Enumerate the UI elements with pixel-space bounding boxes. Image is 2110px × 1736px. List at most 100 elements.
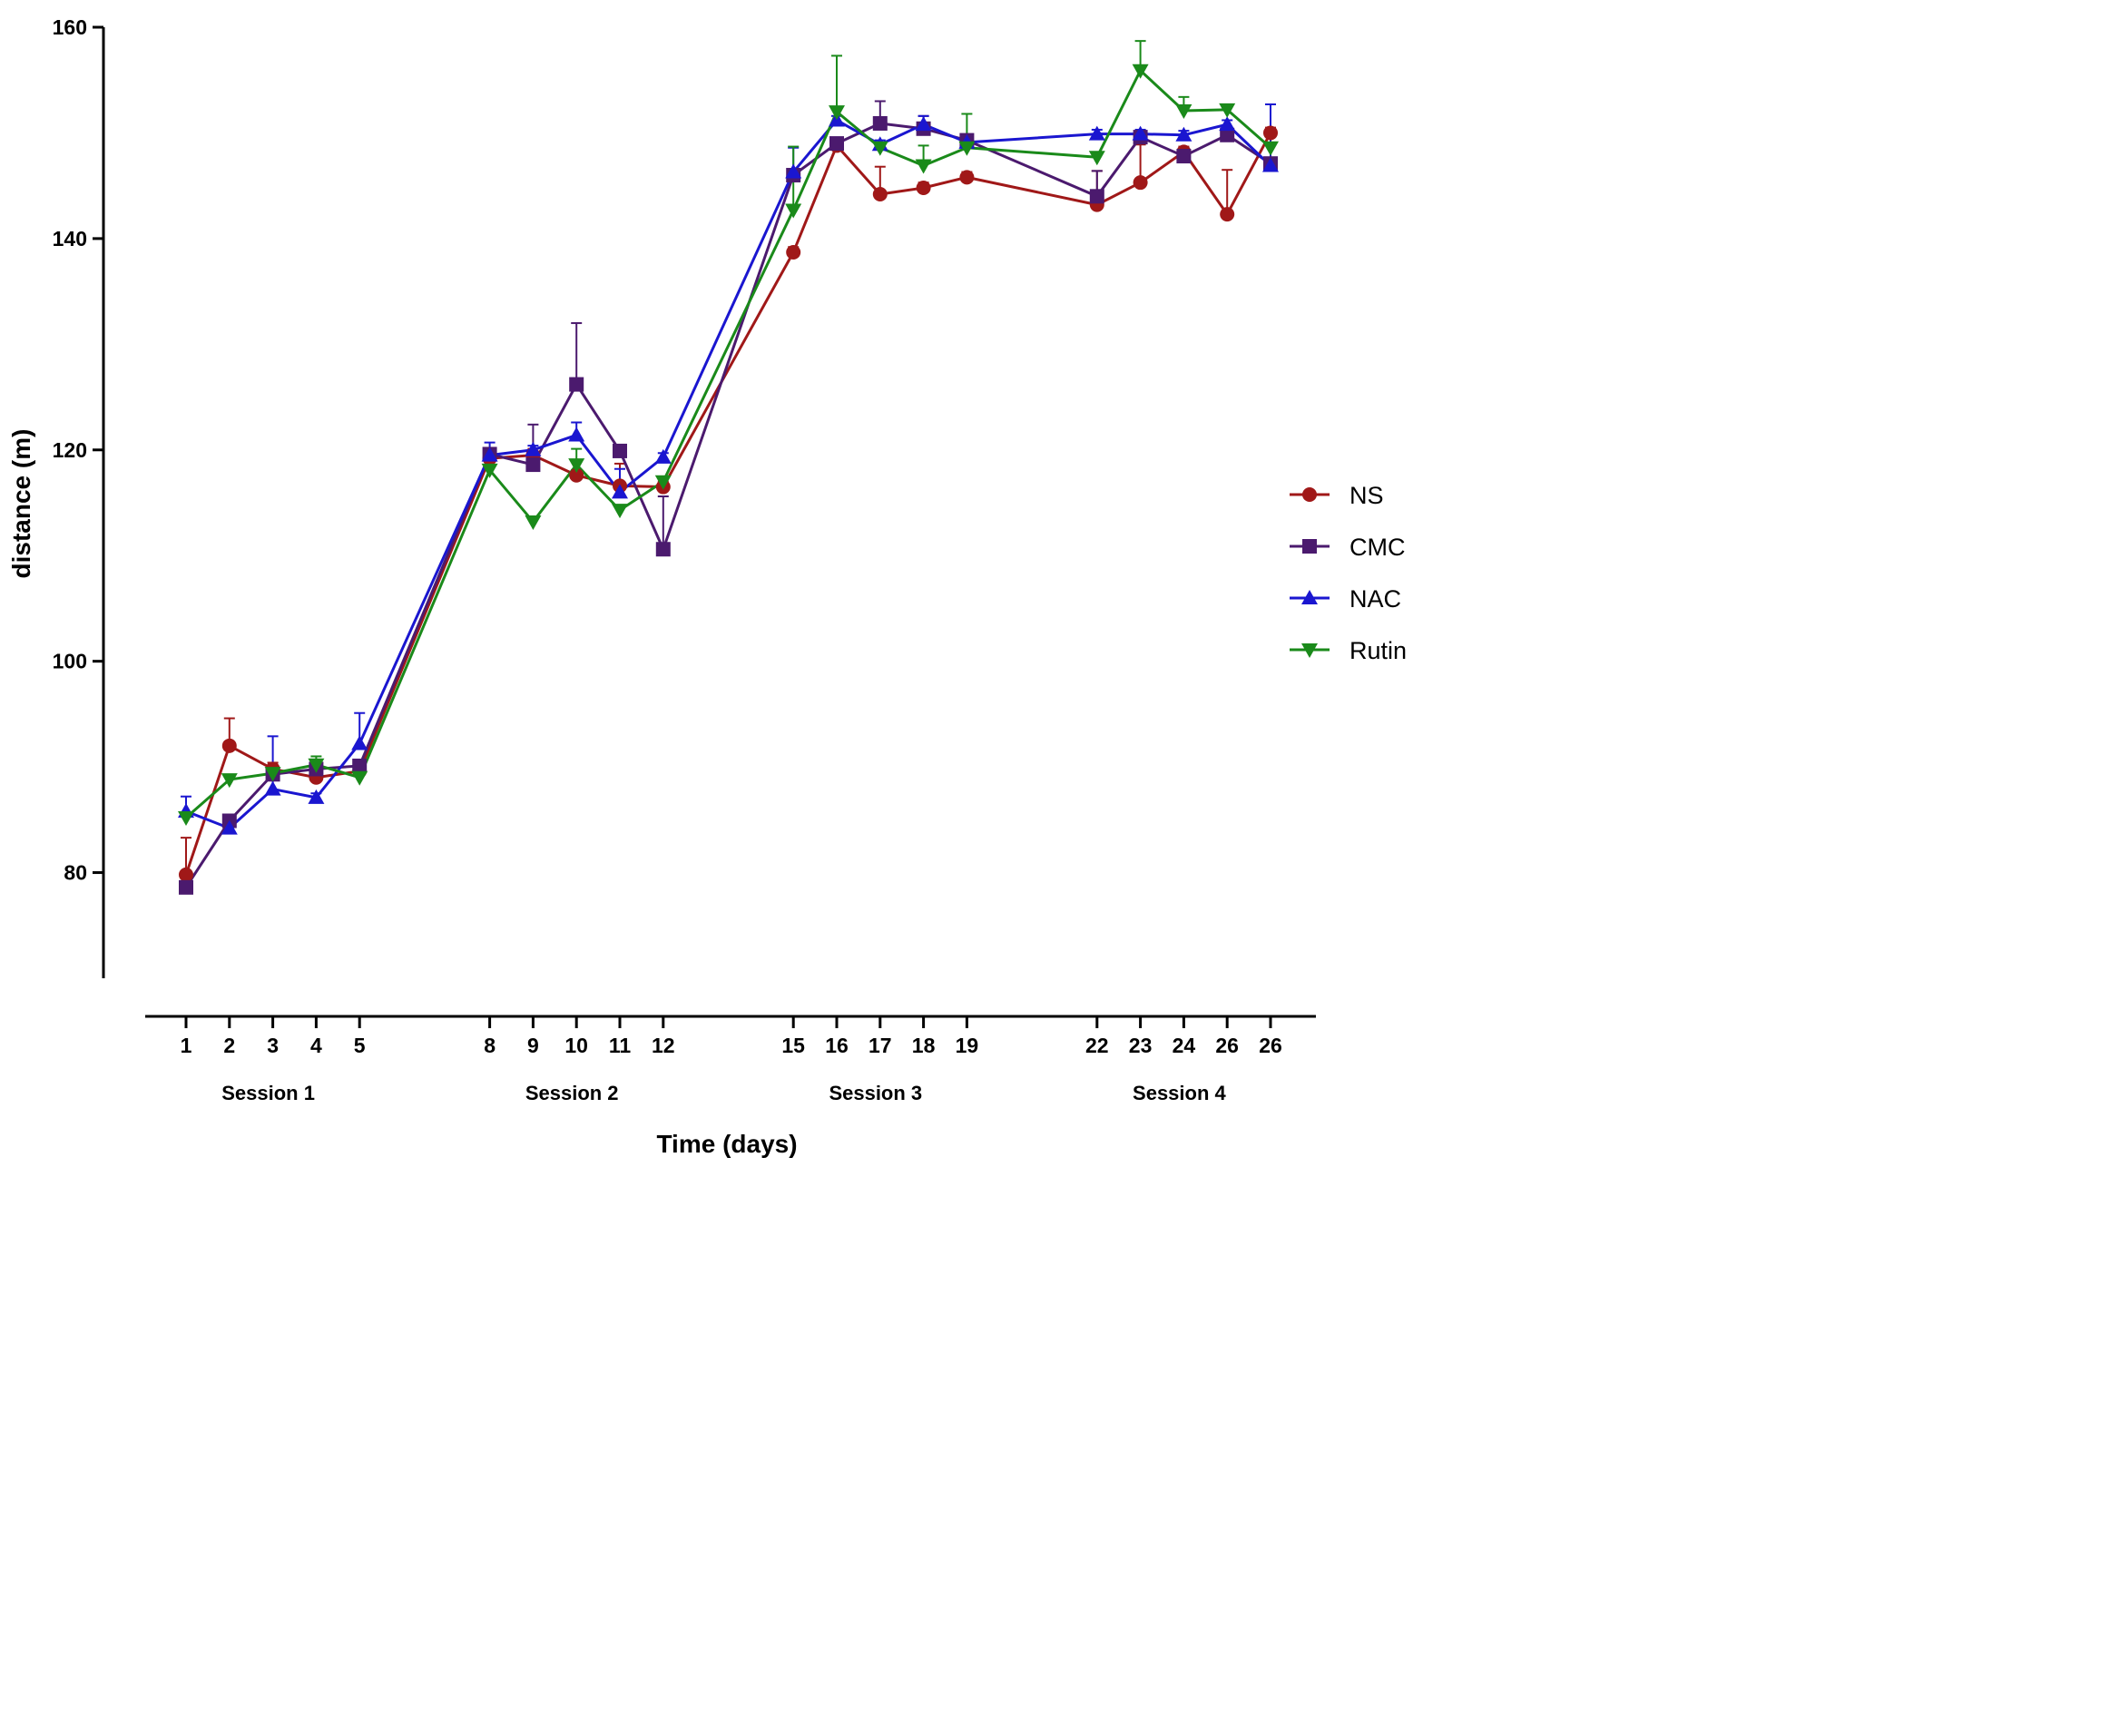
- point-nac-2: [264, 780, 281, 796]
- x-tick-label-4: 5: [354, 1034, 366, 1057]
- y-tick-label-160: 160: [53, 15, 87, 39]
- point-ns-1: [221, 738, 237, 753]
- point-nac-3: [308, 789, 325, 804]
- point-nac-16: [1132, 125, 1149, 141]
- point-nac-13: [915, 116, 932, 132]
- session-labels: Session 1 Session 2 Session 3 Session 4: [221, 1082, 1226, 1104]
- x-tick-label-11: 16: [825, 1034, 849, 1057]
- point-nac-8: [612, 484, 628, 499]
- point-rutin-16: [1132, 64, 1149, 79]
- point-nac-10: [785, 163, 802, 179]
- series-markers: [178, 64, 1279, 895]
- point-nac-7: [568, 427, 585, 442]
- point-ns-18: [1220, 207, 1235, 222]
- point-nac-1: [221, 819, 238, 835]
- point-rutin-14: [958, 141, 976, 156]
- point-cmc-18: [1220, 127, 1235, 142]
- point-rutin-6: [525, 515, 542, 530]
- legend-marker-ns: [1302, 487, 1317, 502]
- series-line-ns: [184, 132, 1272, 876]
- point-nac-6: [525, 441, 542, 456]
- legend-label-rutin: Rutin: [1349, 637, 1407, 664]
- point-nac-5: [481, 446, 498, 462]
- x-tick-label-17: 24: [1173, 1034, 1196, 1057]
- legend: NS CMC NAC Rutin: [1290, 482, 1407, 664]
- point-rutin-1: [221, 773, 238, 789]
- point-nac-19: [1262, 157, 1279, 172]
- point-ns-7: [569, 467, 584, 483]
- point-rutin-3: [308, 758, 325, 773]
- point-rutin-10: [785, 203, 802, 219]
- x-tick-label-18: 26: [1215, 1034, 1239, 1057]
- legend-marker-rutin: [1301, 643, 1318, 658]
- x-tick-label-2: 3: [267, 1034, 279, 1057]
- point-ns-10: [786, 245, 801, 260]
- x-tick-label-1: 2: [223, 1034, 235, 1057]
- series-lines: [184, 69, 1272, 888]
- x-axis-ticks: 1 2 3 4 5 8 9 10 11 12 15 16 17 18 19 22 23 24 26 26: [181, 1016, 1282, 1057]
- point-rutin-5: [481, 463, 498, 478]
- legend-label-nac: NAC: [1349, 585, 1401, 613]
- point-rutin-19: [1262, 141, 1279, 156]
- x-tick-label-15: 22: [1085, 1034, 1109, 1057]
- session-label-4: Session 4: [1133, 1082, 1226, 1104]
- point-cmc-12: [872, 115, 888, 131]
- x-tick-label-10: 15: [781, 1034, 805, 1057]
- point-rutin-4: [351, 770, 368, 786]
- y-axis-title: distance (m): [7, 429, 35, 579]
- y-tick-label-80: 80: [64, 861, 87, 885]
- legend-label-ns: NS: [1349, 482, 1384, 509]
- y-tick-label-120: 120: [53, 438, 87, 462]
- x-tick-label-5: 8: [484, 1034, 496, 1057]
- y-axis-ticks: 80 100 120 140 160: [53, 15, 103, 885]
- point-ns-16: [1133, 175, 1148, 191]
- point-cmc-11: [829, 136, 844, 152]
- x-tick-label-12: 17: [869, 1034, 892, 1057]
- session-label-1: Session 1: [221, 1082, 315, 1104]
- point-ns-14: [959, 170, 975, 185]
- point-ns-0: [179, 867, 193, 882]
- series-line-nac: [185, 118, 1272, 830]
- point-rutin-13: [915, 159, 932, 174]
- point-rutin-9: [654, 475, 672, 490]
- point-cmc-17: [1176, 149, 1192, 164]
- point-rutin-15: [1088, 151, 1105, 166]
- y-tick-label-140: 140: [53, 227, 87, 250]
- point-rutin-18: [1219, 103, 1236, 118]
- x-tick-label-6: 9: [527, 1034, 539, 1057]
- x-tick-label-3: 4: [310, 1034, 322, 1057]
- point-nac-9: [654, 448, 672, 464]
- point-ns-13: [916, 180, 931, 195]
- x-tick-label-0: 1: [181, 1034, 192, 1057]
- point-ns-12: [872, 186, 888, 201]
- point-rutin-11: [829, 105, 845, 121]
- point-rutin-8: [612, 504, 628, 519]
- point-rutin-0: [178, 811, 194, 827]
- point-rutin-17: [1175, 103, 1192, 119]
- point-nac-18: [1219, 116, 1236, 132]
- point-cmc-15: [1089, 189, 1104, 204]
- point-cmc-4: [352, 758, 368, 773]
- x-tick-label-16: 23: [1129, 1034, 1153, 1057]
- point-cmc-9: [655, 542, 671, 557]
- point-nac-17: [1175, 126, 1192, 142]
- x-tick-label-7: 10: [564, 1034, 588, 1057]
- session-label-2: Session 2: [525, 1082, 619, 1104]
- x-tick-label-8: 11: [609, 1034, 632, 1057]
- x-axis-title: Time (days): [656, 1130, 797, 1158]
- x-tick-label-13: 18: [912, 1034, 936, 1057]
- x-tick-label-19: 26: [1259, 1034, 1282, 1057]
- point-cmc-8: [613, 443, 627, 458]
- y-tick-label-100: 100: [53, 650, 87, 673]
- point-cmc-6: [525, 457, 541, 473]
- x-tick-label-9: 12: [652, 1034, 675, 1057]
- legend-label-cmc: CMC: [1349, 534, 1406, 561]
- point-rutin-2: [264, 767, 281, 782]
- point-cmc-7: [569, 377, 584, 392]
- point-rutin-12: [871, 141, 888, 156]
- x-tick-label-14: 19: [956, 1034, 979, 1057]
- point-ns-19: [1263, 125, 1278, 141]
- point-nac-15: [1088, 125, 1105, 141]
- point-nac-4: [351, 735, 368, 750]
